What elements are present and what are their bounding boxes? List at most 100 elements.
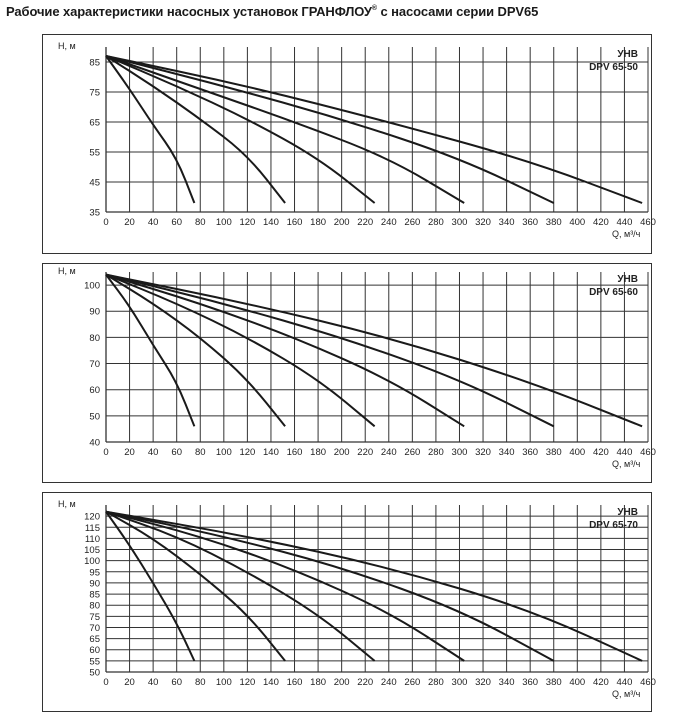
- chart1-curve-3: [105, 55, 376, 204]
- chart3-y-tick-label: 95: [89, 567, 100, 578]
- chart3-x-tick-label: 400: [569, 677, 585, 688]
- chart3-x-tick-label: 440: [617, 677, 633, 688]
- chart3-x-tick-label: 300: [452, 677, 468, 688]
- chart1-curve-1: [105, 55, 196, 204]
- chart3-y-tick-label: 115: [85, 523, 100, 534]
- chart2-x-tick-label: 0: [103, 447, 108, 458]
- chart2-model-label-line1: УНВ: [617, 274, 638, 285]
- chart2-x-tick-label: 420: [593, 447, 609, 458]
- chart1-x-tick-label: 40: [148, 217, 159, 228]
- chart1-x-tick-label: 20: [124, 217, 135, 228]
- chart2-model-label-line2: DPV 65-60: [589, 287, 638, 298]
- chart1-x-tick-label: 140: [263, 217, 279, 228]
- chart3-x-tick-label: 360: [522, 677, 538, 688]
- chart3-x-tick-label: 120: [239, 677, 255, 688]
- chart1-x-tick-label: 340: [499, 217, 515, 228]
- chart3-y-tick-label: 50: [89, 668, 100, 679]
- chart2-x-tick-label: 380: [546, 447, 562, 458]
- chart3-curve-2: [105, 510, 286, 662]
- chart2-x-tick-label: 260: [404, 447, 420, 458]
- chart1-x-tick-label: 180: [310, 217, 326, 228]
- chart2-x-tick-label: 60: [171, 447, 182, 458]
- chart1-curve-4: [105, 55, 465, 204]
- chart1-x-tick-label: 460: [640, 217, 656, 228]
- chart1-x-axis-label: Q, м³/ч: [612, 229, 641, 239]
- chart2-y-tick-label: 40: [89, 438, 100, 449]
- chart2-curve-6: [105, 273, 643, 428]
- chart2-x-tick-label: 340: [499, 447, 515, 458]
- chart2-curve-1: [105, 274, 196, 427]
- chart2-y-tick-label: 70: [89, 359, 100, 370]
- chart1-curve-2: [105, 55, 286, 204]
- chart3-y-tick-label: 110: [85, 534, 100, 545]
- page-title-main: Рабочие характеристики насосных установо…: [6, 4, 372, 19]
- chart3-y-tick-label: 60: [89, 645, 100, 656]
- chart2-x-tick-label: 80: [195, 447, 206, 458]
- chart3-x-tick-label: 180: [310, 677, 326, 688]
- chart2-x-tick-label: 240: [381, 447, 397, 458]
- chart2-curve-3: [105, 273, 376, 428]
- chart2-y-tick-label: 60: [89, 385, 100, 396]
- chart2-x-tick-label: 120: [239, 447, 255, 458]
- chart1-y-tick-label: 55: [89, 148, 100, 159]
- chart2-y-axis-label: H, м: [58, 266, 76, 276]
- chart1-x-tick-label: 240: [381, 217, 397, 228]
- chart1-y-tick-label: 45: [89, 178, 100, 189]
- chart2-x-axis-label: Q, м³/ч: [612, 459, 641, 469]
- chart2-curve-4: [105, 273, 465, 428]
- chart1-x-tick-label: 80: [195, 217, 206, 228]
- chart3-x-tick-label: 0: [103, 677, 108, 688]
- chart2-y-tick-label: 50: [89, 411, 100, 422]
- chart1-x-tick-label: 200: [334, 217, 350, 228]
- chart-panel-1: [42, 34, 652, 254]
- chart3-x-tick-label: 140: [263, 677, 279, 688]
- chart3-x-tick-label: 160: [287, 677, 303, 688]
- chart3-model-label-line1: УНВ: [617, 507, 638, 518]
- chart2-y-tick-label: 90: [89, 307, 100, 318]
- chart3-model-label-line2: DPV 65-70: [589, 520, 638, 531]
- chart3-x-tick-label: 320: [475, 677, 491, 688]
- chart2-y-tick-label: 80: [89, 333, 100, 344]
- chart3-y-tick-label: 70: [89, 623, 100, 634]
- chart3-y-tick-label: 100: [84, 556, 100, 567]
- chart3-curve-1: [105, 511, 196, 662]
- chart1-x-tick-label: 440: [617, 217, 633, 228]
- chart2-curve-2: [105, 273, 286, 427]
- chart1-x-tick-label: 380: [546, 217, 562, 228]
- page-title: Рабочие характеристики насосных установо…: [6, 4, 538, 19]
- chart3-x-tick-label: 280: [428, 677, 444, 688]
- chart3-y-tick-label: 90: [89, 578, 100, 589]
- chart3-x-tick-label: 260: [404, 677, 420, 688]
- chart3-y-tick-label: 80: [89, 601, 100, 612]
- chart1-y-tick-label: 65: [89, 118, 100, 129]
- chart3-x-tick-label: 100: [216, 677, 232, 688]
- chart3-y-tick-label: 120: [84, 512, 100, 523]
- chart2-x-tick-label: 220: [357, 447, 373, 458]
- chart2-x-tick-label: 180: [310, 447, 326, 458]
- chart3-x-tick-label: 20: [124, 677, 135, 688]
- chart1-curve-6: [105, 55, 643, 204]
- chart2-x-tick-label: 460: [640, 447, 656, 458]
- chart1-y-tick-label: 35: [89, 208, 100, 219]
- chart2-x-tick-label: 40: [148, 447, 159, 458]
- chart1-x-tick-label: 400: [569, 217, 585, 228]
- chart3-y-tick-label: 85: [89, 590, 100, 601]
- chart3-x-tick-label: 60: [171, 677, 182, 688]
- chart3-x-tick-label: 460: [640, 677, 656, 688]
- chart3-x-tick-label: 420: [593, 677, 609, 688]
- chart2-x-tick-label: 100: [216, 447, 232, 458]
- chart2-x-tick-label: 300: [452, 447, 468, 458]
- chart1-model-label-line1: УНВ: [617, 49, 638, 60]
- chart3-x-tick-label: 40: [148, 677, 159, 688]
- chart1-x-tick-label: 260: [404, 217, 420, 228]
- chart1-x-tick-label: 420: [593, 217, 609, 228]
- chart2-x-tick-label: 320: [475, 447, 491, 458]
- chart1-x-tick-label: 360: [522, 217, 538, 228]
- chart2-x-tick-label: 400: [569, 447, 585, 458]
- chart3-curve-5: [105, 510, 555, 662]
- chart-panel-3: [42, 492, 652, 712]
- chart1-model-label-line2: DPV 65-50: [589, 62, 638, 73]
- chart1-x-tick-label: 100: [216, 217, 232, 228]
- chart3-x-tick-label: 80: [195, 677, 206, 688]
